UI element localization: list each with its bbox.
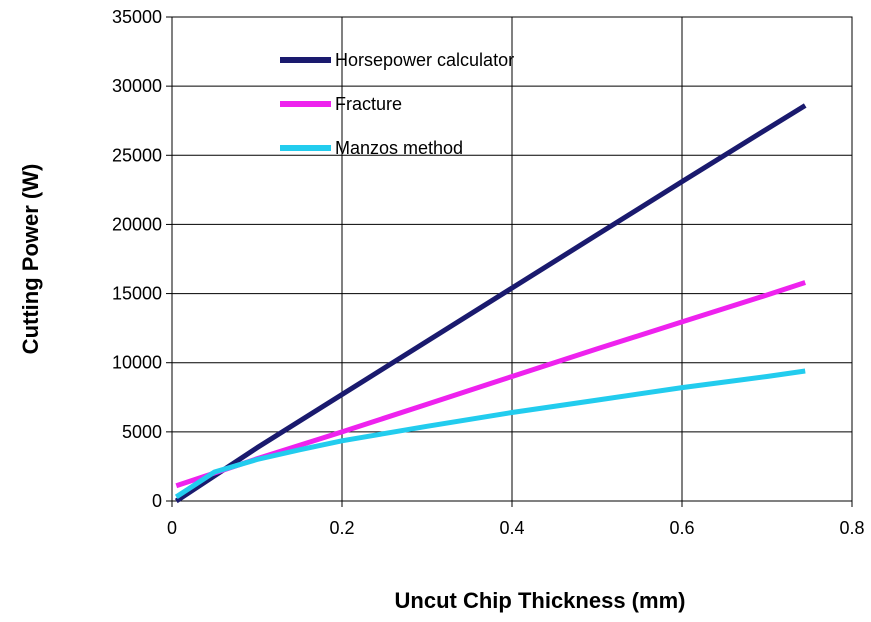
x-tick-label: 0.8: [839, 518, 864, 538]
x-tick-label: 0.4: [499, 518, 524, 538]
x-tick-label: 0: [167, 518, 177, 538]
legend-label: Fracture: [335, 94, 402, 114]
y-tick-label: 35000: [112, 7, 162, 27]
y-tick-label: 10000: [112, 353, 162, 373]
y-tick-label: 5000: [122, 422, 162, 442]
series-lines: [174, 103, 807, 504]
series-line-horsepower-calculator: [174, 103, 807, 504]
legend-label: Manzos method: [335, 138, 463, 158]
x-tick-label: 0.2: [329, 518, 354, 538]
y-tick-label: 15000: [112, 284, 162, 304]
tick-labels: 0 5000 10000 15000 20000 25000 30000 35000 0 0.2 0…: [112, 7, 865, 538]
legend-label: Horsepower calculator: [335, 50, 514, 70]
y-tick-label: 25000: [112, 145, 162, 165]
x-tick-label: 0.6: [669, 518, 694, 538]
x-axis-title: Uncut Chip Thickness (mm): [395, 588, 686, 613]
series-line-manzos-method: [174, 368, 806, 499]
y-tick-label: 20000: [112, 214, 162, 234]
y-tick-label: 30000: [112, 76, 162, 96]
y-tick-label: 0: [152, 491, 162, 511]
series-line-fracture: [175, 280, 806, 489]
legend: Horsepower calculator Fracture Manzos meth…: [280, 50, 514, 158]
y-axis-title: Cutting Power (W): [18, 164, 43, 355]
